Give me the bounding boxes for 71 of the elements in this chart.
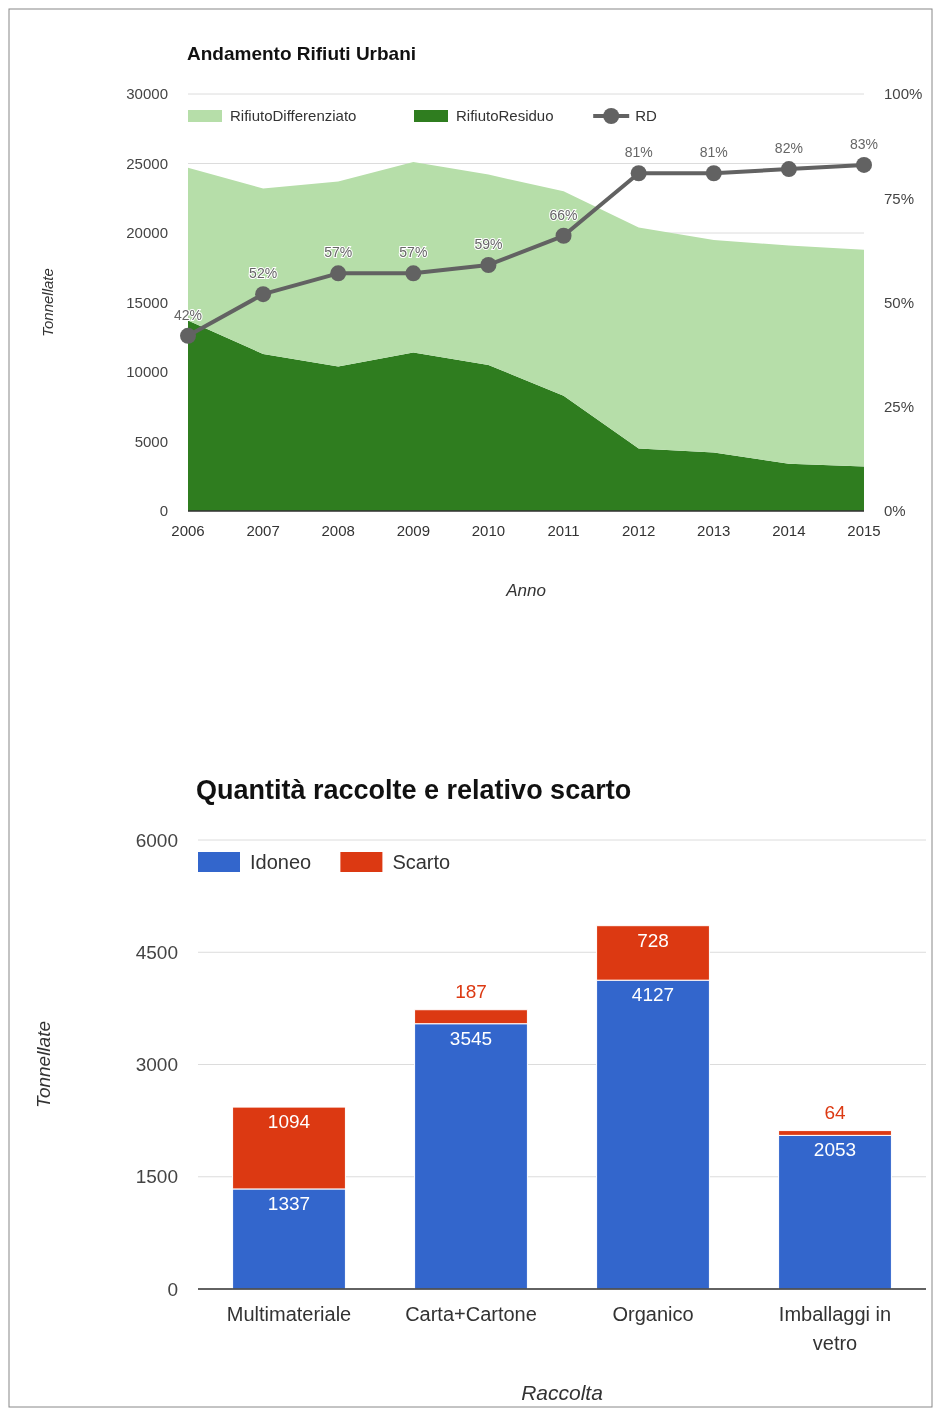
y-tick-label: 0 <box>159 502 168 520</box>
x-tick-label: 2011 <box>547 522 580 539</box>
y-tick-label: 20000 <box>126 224 168 242</box>
data-label: 187 <box>455 980 487 1002</box>
x-tick-label: Imballaggi in vetro <box>778 1303 892 1354</box>
point <box>630 165 647 182</box>
point <box>405 265 422 282</box>
y-tick-label: 0 <box>167 1278 178 1300</box>
data-label: 82% <box>774 140 803 157</box>
data-label: 4127 <box>631 984 675 1006</box>
y2-tick-label: 50% <box>884 293 915 311</box>
point <box>856 156 872 173</box>
y2-tick-label: 75% <box>884 189 915 207</box>
chart-title: Quantità raccolte e relativo scarto <box>196 775 632 805</box>
x-tick-label: 2008 <box>321 522 355 539</box>
y-tick-label: 4500 <box>135 941 178 963</box>
legend-label: RifiutoDifferenziato <box>230 107 357 125</box>
data-label: 57% <box>324 244 353 261</box>
data-label: 59% <box>474 235 503 252</box>
y-axis-title: Tonnellate <box>33 1021 54 1108</box>
data-label: 66% <box>549 206 578 223</box>
data-label: 81% <box>624 144 653 161</box>
x-axis-title: Anno <box>505 581 546 600</box>
data-label: 728 <box>637 929 669 951</box>
point <box>705 165 722 182</box>
data-label: 52% <box>249 265 278 282</box>
x-tick-label: 2012 <box>621 522 656 539</box>
point <box>555 227 572 244</box>
point <box>255 286 272 303</box>
data-label: 83% <box>849 135 879 152</box>
point <box>480 256 497 273</box>
y-tick-label: 1500 <box>135 1166 178 1188</box>
x-tick-label: 2009 <box>396 522 431 539</box>
data-label: 42% <box>173 306 203 323</box>
y2-tick-label: 0% <box>884 502 906 520</box>
chart-title: Andamento Rifiuti Urbani <box>187 43 417 64</box>
y-tick-label: 10000 <box>126 363 168 381</box>
point <box>780 161 797 178</box>
y-tick-label: 15000 <box>126 293 168 311</box>
y2-tick-label: 25% <box>884 398 915 415</box>
x-tick-label: 2007 <box>246 522 280 539</box>
data-label: 1094 <box>267 1111 311 1133</box>
data-label: 64 <box>824 1101 846 1123</box>
data-label: 81% <box>699 144 728 161</box>
x-tick-label: 2014 <box>772 522 806 539</box>
x-tick-label: 2006 <box>171 522 205 539</box>
y-tick-label: 5000 <box>134 432 168 450</box>
data-label: 57% <box>399 244 428 261</box>
legend-label: Scarto <box>392 851 451 873</box>
x-tick-label: Multimateriale <box>226 1303 352 1325</box>
point <box>180 327 196 344</box>
data-label: 2053 <box>813 1139 857 1161</box>
y-tick-label: 3000 <box>135 1054 178 1076</box>
data-label: 3545 <box>449 1027 493 1049</box>
y-tick-label: 30000 <box>126 85 168 103</box>
y2-tick-label: 100% <box>884 85 923 103</box>
y-tick-label: 25000 <box>126 154 168 172</box>
x-tick-label: 2015 <box>847 522 881 539</box>
point <box>330 265 347 282</box>
legend-label: RD <box>635 107 658 125</box>
x-axis-title: Raccolta <box>521 1381 603 1404</box>
legend-label: Idoneo <box>250 851 312 873</box>
x-tick-label: Carta+Cartone <box>405 1303 537 1325</box>
y-tick-label: 6000 <box>135 829 178 851</box>
bar <box>778 1134 892 1290</box>
x-tick-label: Organico <box>612 1303 694 1325</box>
y-axis-title: Tonnellate <box>39 268 56 337</box>
x-tick-label: 2010 <box>471 522 506 539</box>
x-tick-label: 2013 <box>697 522 731 539</box>
legend-label: RifiutoResiduo <box>456 107 554 125</box>
data-label: 1337 <box>267 1192 311 1214</box>
